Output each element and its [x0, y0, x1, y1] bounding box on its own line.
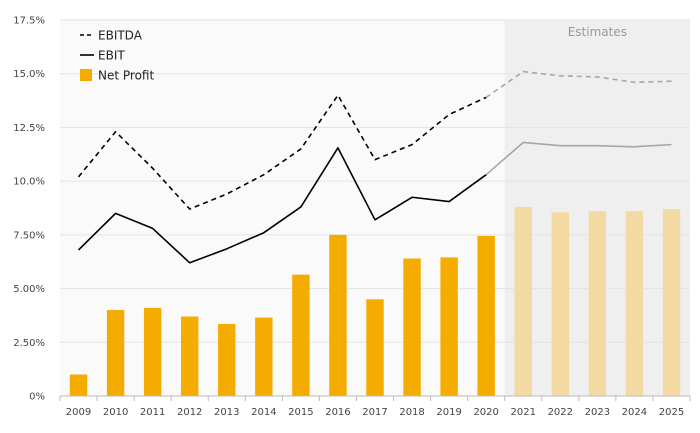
net-profit-bar — [662, 209, 681, 396]
y-tick-label: 12.5% — [13, 123, 45, 134]
x-tick-label: 2024 — [622, 407, 647, 418]
net-profit-bar — [106, 310, 125, 396]
y-tick-label: 0% — [29, 392, 45, 403]
x-tick-label: 2012 — [177, 407, 202, 418]
y-tick-label: 15.0% — [13, 69, 45, 80]
net-profit-bar — [366, 299, 384, 396]
x-tick-label: 2011 — [140, 407, 165, 418]
x-tick-label: 2015 — [288, 407, 313, 418]
y-tick-label: 17.5% — [13, 16, 45, 27]
net-profit-bar — [292, 274, 310, 396]
x-tick-label: 2016 — [325, 407, 350, 418]
x-tick-label: 2020 — [473, 407, 498, 418]
estimates-label: Estimates — [568, 25, 627, 39]
net-profit-bar — [588, 211, 607, 396]
net-profit-bar — [218, 324, 236, 396]
ebitda-line — [77, 94, 487, 210]
y-tick-label: 2.50% — [13, 338, 45, 349]
legend-ebitda-label: EBITDA — [98, 29, 143, 43]
y-tick-label: 7.50% — [13, 230, 45, 241]
x-tick-label: 2025 — [659, 407, 684, 418]
net-profit-bars — [69, 206, 681, 396]
legend-ebit-label: EBIT — [98, 49, 125, 63]
x-tick-label: 2009 — [66, 407, 91, 418]
net-profit-bar — [180, 316, 199, 396]
y-tick-label: 5.00% — [13, 284, 45, 295]
x-tick-label: 2023 — [585, 407, 610, 418]
x-tick-label: 2017 — [362, 407, 387, 418]
ebitda-estimate-line — [485, 70, 672, 99]
legend-net-profit-swatch — [80, 69, 92, 81]
net-profit-bar — [477, 235, 495, 396]
x-tick-label: 2013 — [214, 407, 239, 418]
net-profit-bar — [440, 257, 458, 396]
x-tick-label: 2022 — [548, 407, 573, 418]
net-profit-bar — [329, 234, 347, 396]
x-axis: 2009 2010 2011 2012 2013 2014 2015 2016 2017 2018… — [59, 395, 691, 418]
net-profit-bar — [255, 317, 273, 396]
gridlines — [60, 19, 690, 343]
net-profit-bar — [69, 374, 88, 396]
ebit-estimate-line — [485, 141, 672, 176]
net-profit-bar — [403, 258, 421, 396]
y-tick-label: 10.0% — [13, 177, 45, 188]
legend-net-profit-label: Net Profit — [98, 69, 154, 83]
margin-lines — [77, 70, 672, 264]
x-tick-label: 2021 — [511, 407, 536, 418]
x-tick-label: 2010 — [103, 407, 128, 418]
x-tick-label: 2014 — [251, 407, 276, 418]
x-tick-label: 2018 — [399, 407, 424, 418]
x-tick-label: 2019 — [436, 407, 461, 418]
y-axis: 0% 2.50% 5.00% 7.50% 10.0% 12.5% 15.0% 17.5% — [13, 16, 45, 403]
net-profit-bar — [143, 307, 162, 396]
legend: EBITDA EBIT Net Profit — [80, 29, 154, 83]
net-profit-bar — [625, 211, 644, 396]
net-profit-bar — [514, 206, 532, 396]
ebit-line — [77, 147, 487, 264]
net-profit-bar — [551, 212, 570, 396]
